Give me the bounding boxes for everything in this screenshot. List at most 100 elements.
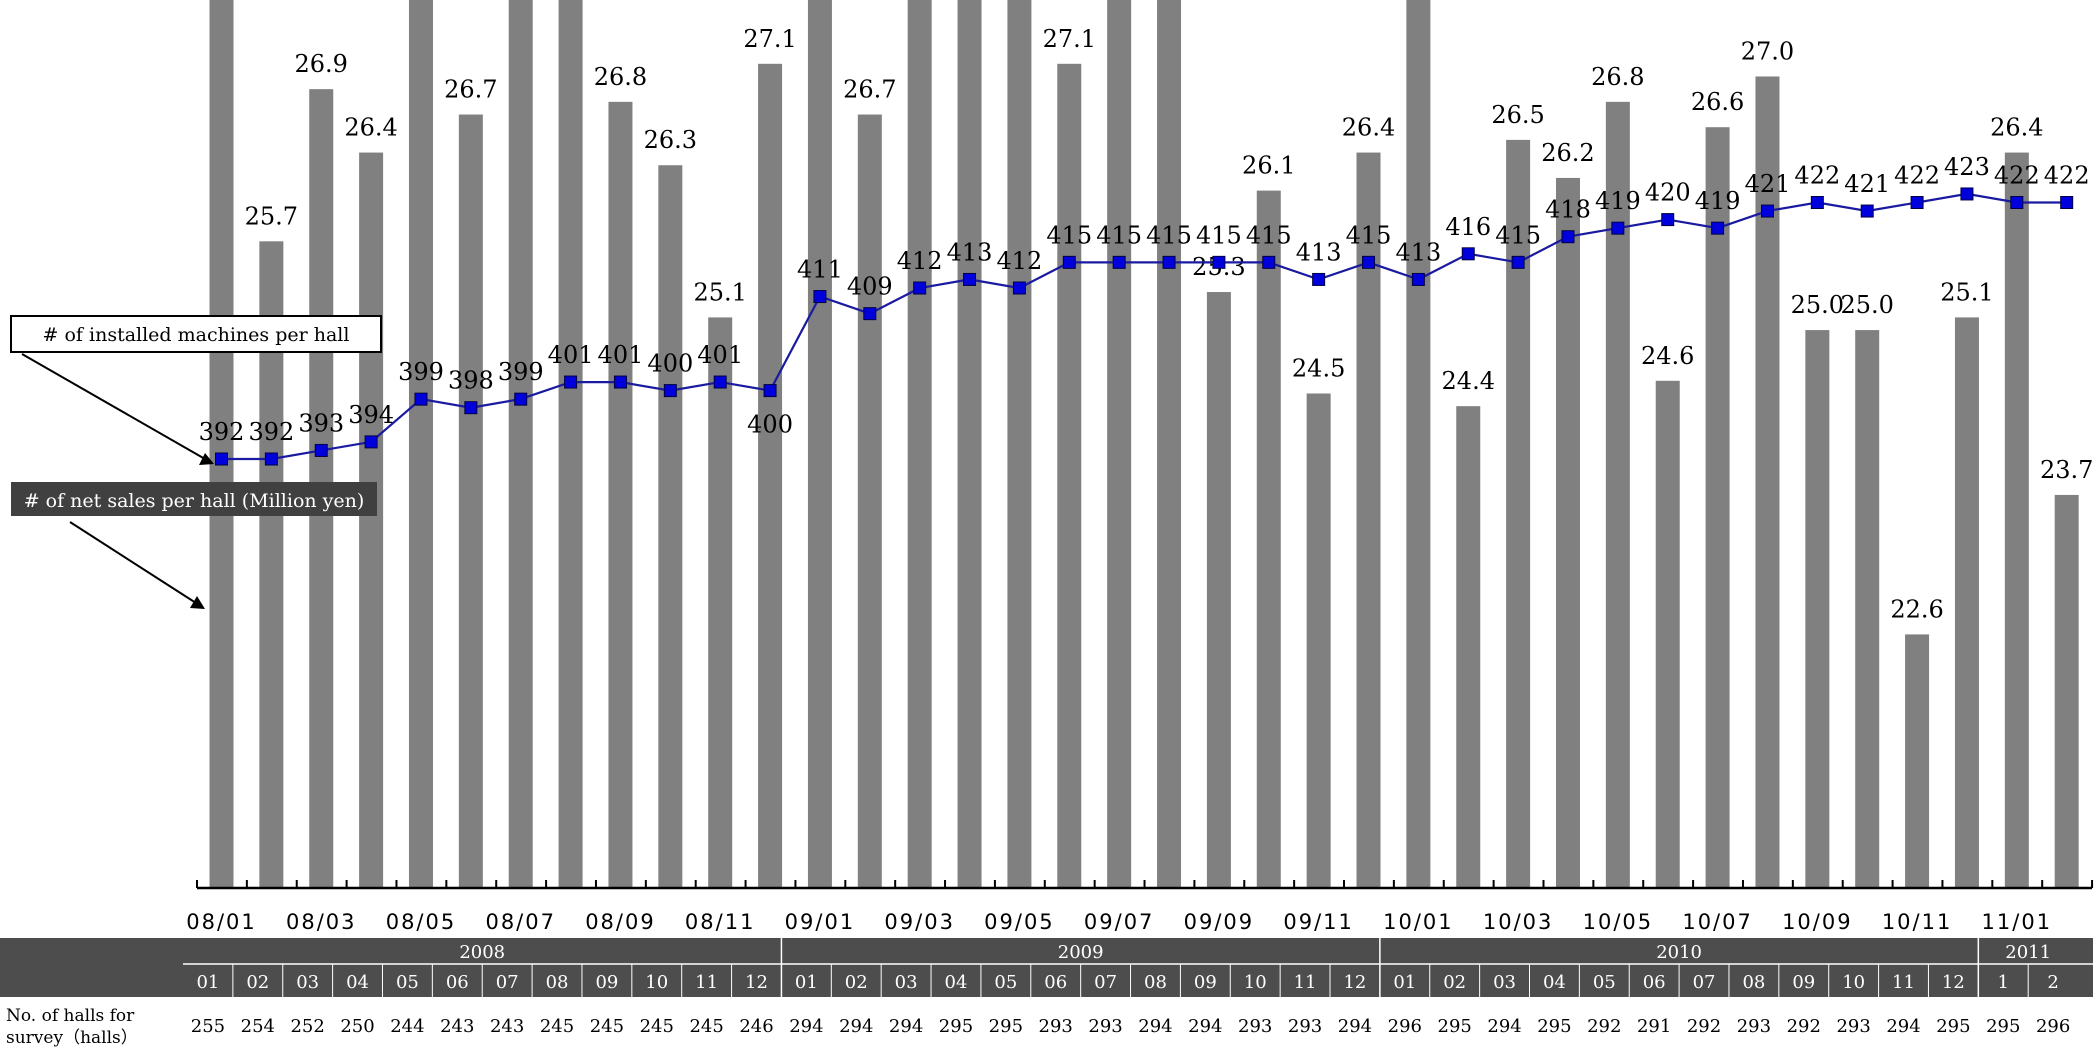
year-label: 2008	[459, 942, 505, 963]
line-marker	[2010, 196, 2024, 209]
month-label: 07	[1693, 972, 1716, 993]
halls-count: 292	[1787, 1016, 1821, 1037]
line-marker	[215, 452, 228, 466]
month-label: 12	[745, 972, 768, 993]
line-value-label: 413	[1395, 238, 1441, 266]
x-tick-label: 09/09	[1184, 910, 1255, 934]
month-label: 10	[1244, 972, 1267, 993]
line-marker	[1461, 247, 1475, 261]
bar-value-label: 26.4	[1990, 114, 2043, 142]
month-label: 11	[695, 972, 718, 993]
table-header-corner	[0, 938, 183, 997]
bar	[1456, 406, 1481, 888]
line-value-label: 421	[1745, 170, 1791, 198]
bar	[758, 63, 783, 889]
halls-row-label-line1: No. of halls for	[6, 1006, 135, 1026]
month-label: 05	[994, 972, 1017, 993]
halls-count: 292	[1587, 1016, 1621, 1037]
bar-data-labels: 28.025.726.926.427.926.727.729.126.826.3…	[245, 25, 2094, 624]
month-label: 04	[346, 972, 369, 993]
bar-value-label: 22.6	[1890, 595, 1943, 623]
x-tick-label: 10/11	[1882, 910, 1953, 934]
month-label: 07	[496, 972, 519, 993]
bar-value-label: 24.6	[1641, 342, 1694, 370]
bar-value-label: 26.4	[344, 114, 397, 142]
x-tick-label: 10/03	[1483, 910, 1554, 934]
bar	[1605, 101, 1630, 889]
halls-count: 250	[340, 1016, 374, 1037]
line-value-label: 416	[1445, 213, 1491, 241]
line-value-label: 418	[1545, 196, 1591, 224]
line-value-label: 409	[847, 273, 893, 301]
month-label: 08	[546, 972, 569, 993]
halls-count: 296	[1388, 1016, 1422, 1037]
bar	[1157, 0, 1182, 889]
line-marker	[2060, 196, 2074, 209]
bar-value-label: 26.7	[843, 76, 896, 104]
line-marker	[813, 290, 827, 304]
month-label: 03	[296, 972, 319, 993]
halls-count: 295	[1438, 1016, 1472, 1037]
line-marker	[613, 375, 627, 389]
line-marker	[1411, 272, 1425, 286]
line-value-label: 420	[1645, 179, 1691, 207]
table-header	[183, 938, 2093, 997]
x-tick-label: 08/03	[286, 910, 357, 934]
bar	[359, 152, 384, 888]
line-value-label: 422	[1994, 162, 2040, 190]
installed-machines-arrowhead	[199, 453, 214, 465]
line-value-label: 415	[1146, 221, 1192, 249]
month-label: 06	[1643, 972, 1666, 993]
halls-count: 245	[540, 1016, 574, 1037]
x-tick-label: 10/01	[1383, 910, 1454, 934]
halls-count: 294	[839, 1016, 873, 1037]
line-value-label: 392	[248, 418, 294, 446]
line-value-label: 415	[1096, 221, 1142, 249]
bar-value-label: 27.1	[743, 25, 796, 53]
line-marker	[1112, 255, 1126, 269]
x-axis-ticks: 08/01 08/03 08/05 08/07 08/09 08/11 09/01 09/03…	[186, 880, 2094, 934]
x-tick-label: 10/07	[1682, 910, 1753, 934]
bar	[1206, 292, 1231, 888]
line-value-label: 415	[1246, 221, 1292, 249]
month-label: 10	[1842, 972, 1865, 993]
month-label: 02	[845, 972, 868, 993]
halls-count: 293	[1836, 1016, 1870, 1037]
halls-count: 293	[1288, 1016, 1322, 1037]
month-label: 01	[196, 972, 219, 993]
bar	[907, 0, 932, 888]
bar	[1057, 63, 1082, 889]
bar	[807, 0, 832, 888]
line-marker	[414, 392, 428, 406]
line-value-label: 400	[647, 350, 693, 378]
line-marker	[963, 272, 977, 286]
bar	[1954, 317, 1979, 888]
bar-value-label: 26.7	[444, 76, 497, 104]
line-marker	[763, 384, 777, 398]
line-marker	[1362, 255, 1376, 269]
line-value-label: 401	[548, 341, 594, 369]
line-value-label: 398	[448, 367, 494, 395]
bar	[1506, 139, 1531, 888]
line-value-label: 422	[1894, 162, 1940, 190]
x-tick-label: 10/05	[1583, 910, 1654, 934]
line-marker	[1062, 255, 1076, 269]
bar-value-label: 23.7	[2040, 456, 2093, 484]
month-label: 11	[1294, 972, 1317, 993]
line-value-label: 401	[697, 341, 743, 369]
month-label: 09	[595, 972, 618, 993]
bar	[708, 317, 733, 888]
x-tick-label: 09/01	[785, 910, 856, 934]
bar	[2004, 152, 2029, 888]
halls-count: 255	[191, 1016, 225, 1037]
month-label: 2	[2047, 972, 2058, 993]
year-label: 2011	[2005, 942, 2051, 963]
bar	[658, 165, 683, 889]
halls-count: 295	[1537, 1016, 1571, 1037]
bar	[1256, 190, 1281, 889]
bar-value-label: 26.5	[1491, 101, 1544, 129]
bar	[1406, 0, 1431, 889]
line-marker	[1611, 221, 1625, 235]
